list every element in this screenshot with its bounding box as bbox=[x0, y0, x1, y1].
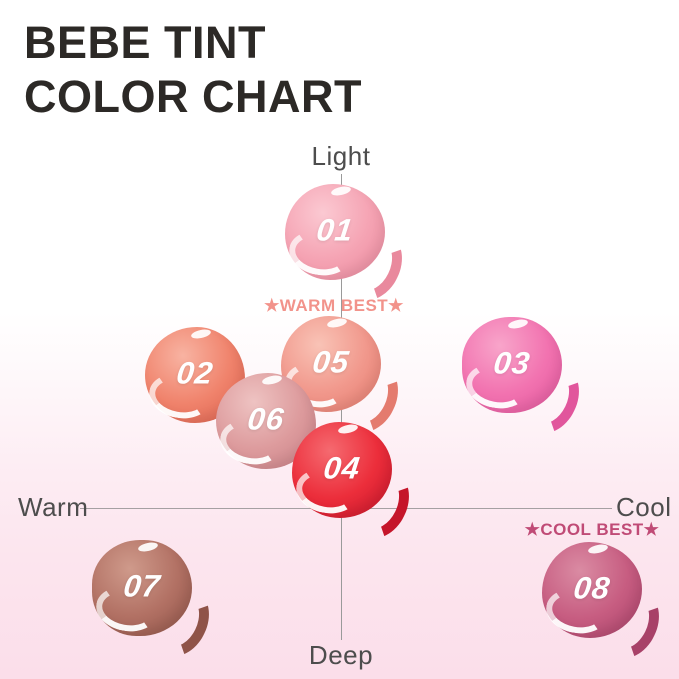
swatch-03: 03 bbox=[462, 317, 562, 413]
axis-label-light: Light bbox=[311, 141, 371, 171]
gloss-highlight bbox=[326, 317, 348, 329]
gloss-highlight bbox=[190, 328, 212, 340]
warm-best-badge: ★WARM BEST★ bbox=[264, 296, 404, 315]
gloss-highlight bbox=[587, 543, 609, 555]
cool-best-badge: ★COOL BEST★ bbox=[524, 520, 660, 539]
gloss-highlight bbox=[507, 318, 529, 330]
swatch-number: 04 bbox=[321, 450, 363, 486]
swatch-number: 03 bbox=[491, 345, 533, 381]
swatch-number: 01 bbox=[314, 212, 356, 248]
swatch-08: 08 bbox=[542, 542, 642, 638]
axis-label-warm: Warm bbox=[18, 492, 89, 522]
title-line-1: BEBE TINT bbox=[24, 17, 267, 68]
title-line-2: COLOR CHART bbox=[24, 71, 362, 122]
swatch-number: 06 bbox=[245, 401, 287, 437]
gloss-highlight bbox=[330, 185, 352, 197]
axis-label-cool: Cool bbox=[616, 492, 672, 522]
swatch-01: 01 bbox=[285, 184, 385, 280]
swatch-number: 02 bbox=[174, 355, 216, 391]
axis-label-deep: Deep bbox=[308, 640, 374, 670]
swatch-number: 07 bbox=[121, 568, 163, 604]
swatch-number: 08 bbox=[571, 570, 613, 606]
gloss-highlight bbox=[261, 374, 283, 386]
gloss-highlight bbox=[337, 423, 359, 435]
swatch-number: 05 bbox=[310, 344, 352, 380]
swatch-07: 07 bbox=[92, 540, 192, 636]
gloss-highlight bbox=[137, 541, 159, 553]
swatch-04: 04 bbox=[292, 422, 392, 518]
page-title: BEBE TINT COLOR CHART bbox=[24, 16, 362, 124]
